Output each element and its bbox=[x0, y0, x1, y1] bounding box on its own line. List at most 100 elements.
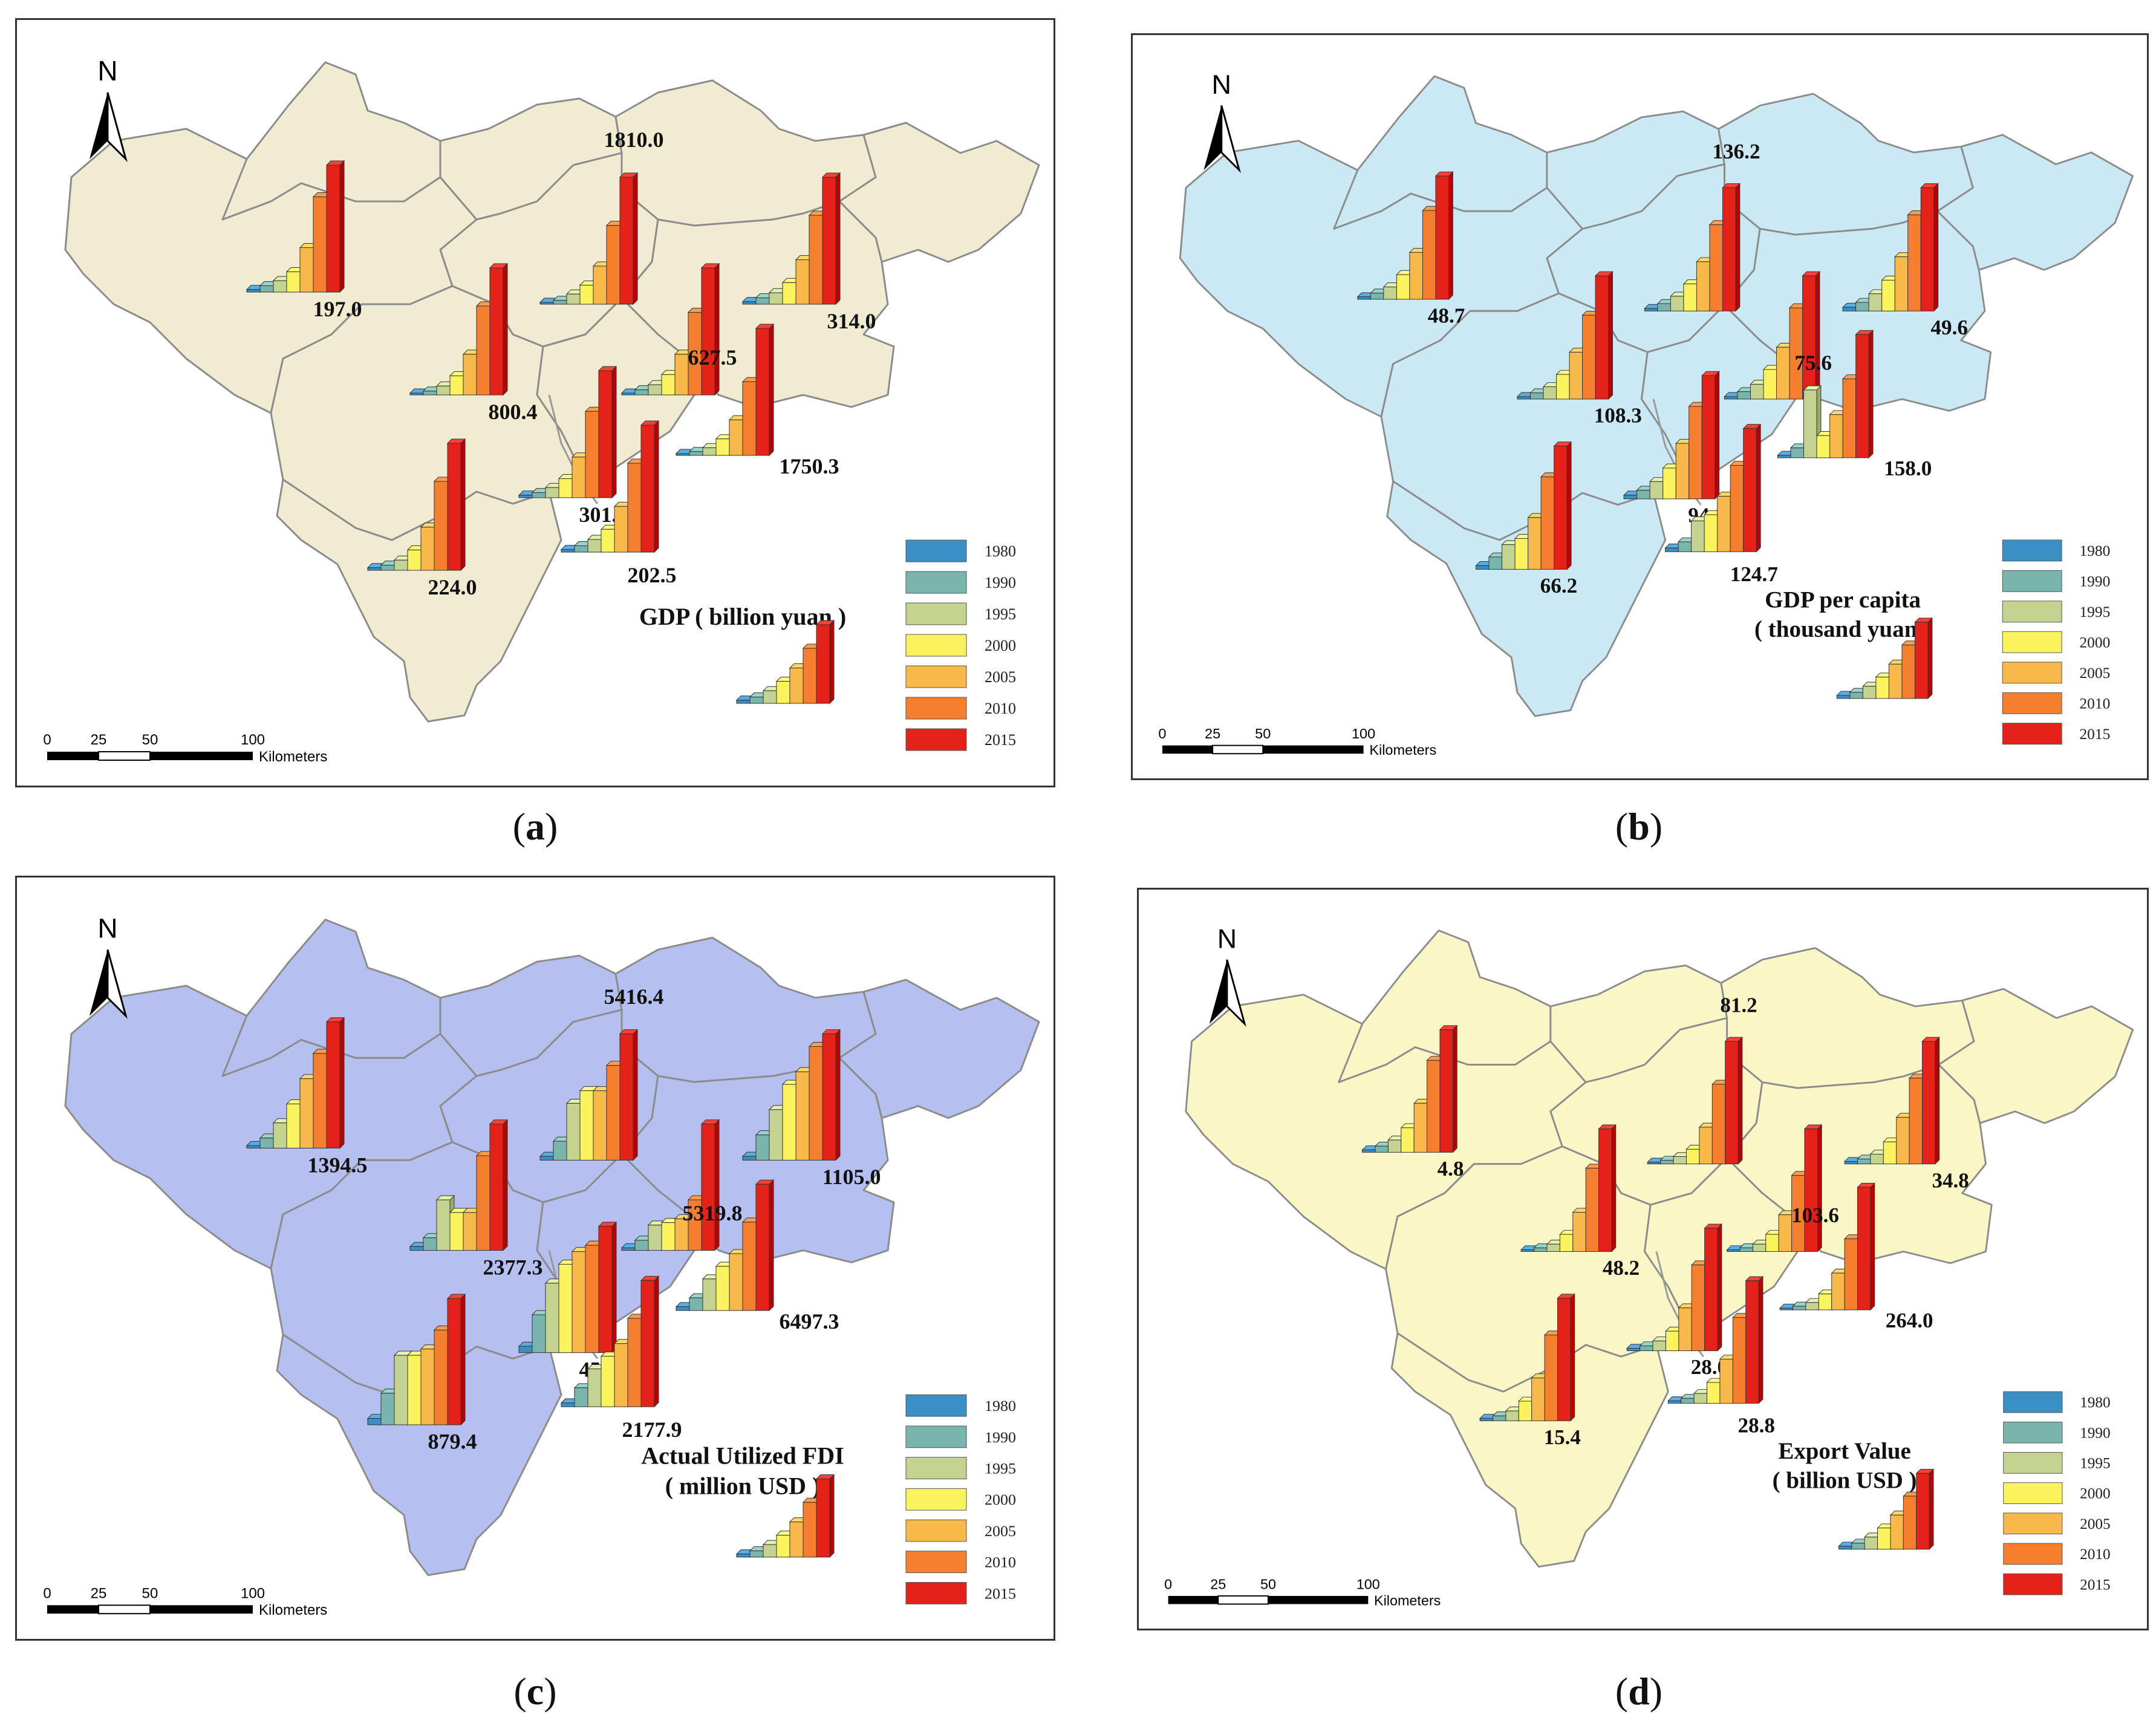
bar-2 bbox=[1803, 389, 1817, 458]
bar-5 bbox=[742, 1222, 757, 1311]
legend-swatch-2010 bbox=[2002, 692, 2062, 714]
legend-label-1995: 1995 bbox=[985, 605, 1016, 623]
legend-swatch-1995 bbox=[905, 1457, 967, 1479]
bar-side-6 bbox=[503, 262, 508, 396]
bar-5 bbox=[606, 225, 620, 305]
bar-5 bbox=[1709, 224, 1723, 311]
value-label-c2: 136.2 bbox=[1712, 140, 1760, 163]
bar-3 bbox=[1663, 467, 1676, 500]
bar-3 bbox=[579, 285, 594, 305]
north-arrow-right bbox=[1220, 105, 1241, 174]
bar-chart-c1 bbox=[246, 160, 345, 293]
legend-label-2000: 2000 bbox=[985, 1491, 1016, 1508]
bar-1 bbox=[259, 285, 274, 293]
legend-sample-chart bbox=[1838, 1468, 1935, 1550]
bar-6 bbox=[1554, 446, 1568, 570]
bar-side-6 bbox=[1735, 183, 1741, 312]
bar-2 bbox=[1652, 1340, 1666, 1352]
bar-0 bbox=[621, 1247, 636, 1251]
bar-side-6 bbox=[633, 172, 638, 305]
bar-5 bbox=[1901, 645, 1915, 699]
bar-2 bbox=[394, 1355, 408, 1425]
caption-c: (c) bbox=[513, 1670, 557, 1713]
legend-label-2005: 2005 bbox=[2079, 665, 2110, 682]
scale-seg-3 bbox=[1263, 745, 1364, 754]
bar-side-6 bbox=[503, 1119, 508, 1251]
bar-2 bbox=[1805, 1302, 1819, 1311]
bar-chart-c4 bbox=[409, 262, 509, 396]
bar-0 bbox=[1724, 396, 1738, 400]
value-label-c8: 66.2 bbox=[1540, 574, 1578, 597]
bar-4 bbox=[1888, 663, 1903, 699]
bar-0 bbox=[1779, 1307, 1793, 1311]
bar-0 bbox=[1520, 1249, 1535, 1252]
scale-seg-2 bbox=[1212, 744, 1264, 755]
legend-label-2010: 2010 bbox=[985, 1554, 1016, 1571]
bar-side-6 bbox=[339, 1017, 345, 1149]
bar-0 bbox=[1479, 1418, 1493, 1421]
legend-label-2000: 2000 bbox=[2079, 634, 2110, 651]
bar-3 bbox=[449, 1212, 464, 1251]
bar-chart-c5 bbox=[620, 262, 720, 396]
bar-0 bbox=[1842, 307, 1857, 311]
bar-1 bbox=[1849, 692, 1863, 699]
scale-unit: Kilometers bbox=[259, 1602, 327, 1618]
north-arrow-left bbox=[90, 949, 108, 1016]
bar-0 bbox=[518, 495, 533, 498]
bar-1 bbox=[1637, 490, 1650, 500]
bar-5 bbox=[809, 215, 823, 305]
bar-chart-c6 bbox=[675, 1179, 775, 1312]
bar-1 bbox=[1493, 1415, 1506, 1421]
bar-0 bbox=[246, 1145, 261, 1149]
legend-swatch-2015 bbox=[905, 728, 967, 751]
bar-5 bbox=[1422, 210, 1436, 300]
bar-6 bbox=[1704, 1228, 1718, 1352]
value-label-c6: 264.0 bbox=[1886, 1309, 1933, 1332]
bar-1 bbox=[532, 492, 546, 498]
scale-unit: Kilometers bbox=[1374, 1592, 1441, 1608]
bar-1 bbox=[1488, 556, 1503, 570]
bar-4 bbox=[795, 259, 810, 305]
bar-side-6 bbox=[829, 619, 835, 705]
bar-2 bbox=[545, 487, 559, 498]
bar-2 bbox=[545, 1283, 559, 1353]
bar-2 bbox=[587, 539, 602, 553]
bar-side-6 bbox=[460, 438, 466, 571]
bar-6 bbox=[1701, 375, 1716, 500]
bar-chart-c1 bbox=[1361, 1024, 1458, 1153]
bar-1 bbox=[689, 1297, 703, 1311]
bar-6 bbox=[1916, 1473, 1930, 1550]
bar-2 bbox=[1864, 1537, 1878, 1550]
bar-6 bbox=[489, 1124, 504, 1251]
bar-2 bbox=[1870, 1153, 1884, 1165]
bar-3 bbox=[449, 376, 464, 396]
bar-4 bbox=[463, 354, 477, 396]
bar-3 bbox=[1883, 1141, 1897, 1165]
legend-label-1990: 1990 bbox=[985, 1428, 1016, 1446]
map-group-b: N48.7136.249.6108.375.6158.094.066.2124.… bbox=[1158, 69, 2134, 758]
bar-side-6 bbox=[1935, 1037, 1940, 1165]
scale-seg-2 bbox=[1217, 1595, 1269, 1605]
bar-4 bbox=[674, 354, 689, 396]
north-arrow-right bbox=[106, 92, 128, 163]
bar-5 bbox=[434, 481, 448, 571]
bar-3 bbox=[1665, 1330, 1679, 1352]
bar-chart-c6 bbox=[1777, 330, 1874, 459]
bar-3 bbox=[1881, 279, 1895, 311]
bar-2 bbox=[763, 690, 777, 704]
bar-1 bbox=[380, 1393, 395, 1425]
value-label-c3: 314.0 bbox=[827, 309, 876, 333]
legend-label-2010: 2010 bbox=[2079, 695, 2110, 712]
legend-swatch-1980 bbox=[2003, 1391, 2063, 1413]
value-label-c4: 800.4 bbox=[489, 400, 538, 424]
bar-side-6 bbox=[1933, 183, 1939, 312]
bar-3 bbox=[1704, 514, 1718, 552]
value-label-c6: 6497.3 bbox=[780, 1309, 839, 1333]
bar-3 bbox=[661, 374, 676, 396]
bar-chart-c1 bbox=[246, 1017, 345, 1149]
bar-4 bbox=[1528, 517, 1542, 570]
bar-4 bbox=[1717, 496, 1731, 552]
bar-6 bbox=[822, 177, 836, 305]
value-label-c9: 124.7 bbox=[1730, 562, 1778, 586]
